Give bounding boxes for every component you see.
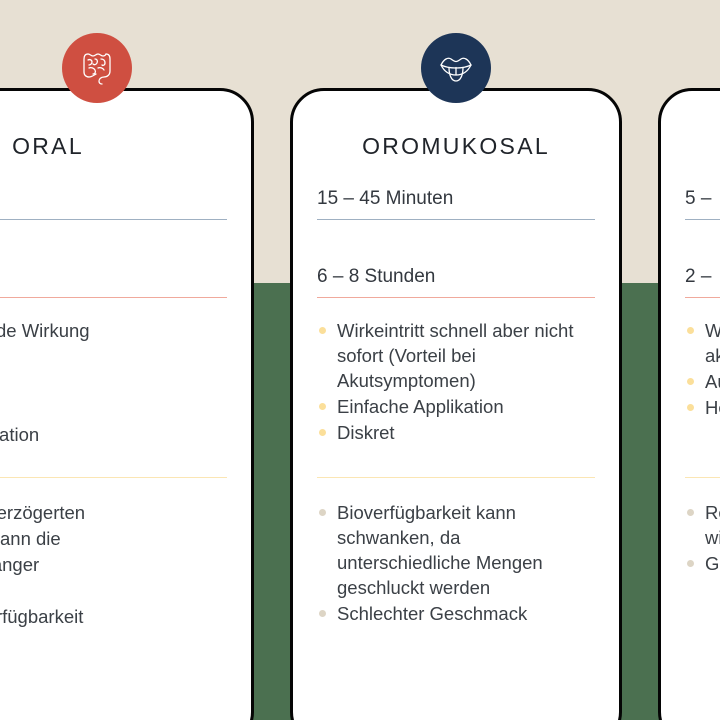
list-item: Diskret	[317, 420, 595, 445]
onset-row-nasal: 5 –	[685, 158, 720, 220]
list-item: iedrige Bioverfügbarkeit	[0, 604, 227, 629]
duration-row-nasal: 2 –	[685, 220, 720, 298]
list-item: Auch bei Dysphagie	[685, 369, 720, 394]
pros-row-oromukosal: Wirkeintritt schnell aber nicht sofort (…	[317, 298, 595, 478]
duration-row-oromukosal: 6 – 8 Stunden	[317, 220, 595, 298]
badge-oromukosal	[421, 33, 491, 103]
onset-row-oral: -180 Minuten	[0, 158, 227, 220]
list-item: nfache Applikation	[0, 422, 227, 447]
list-item: Wirkeintritt sehr schnell (Vorteil bei a…	[685, 318, 720, 368]
duration-row-oral: 8 Stunden	[0, 220, 227, 298]
list-item: Bioverfügbarkeit kann schwanken, da unte…	[317, 500, 595, 600]
list-item: auern	[0, 578, 227, 603]
list-item: ang anhaltende Wirkung	[0, 318, 227, 343]
list-item: Reizung der Nasenschleimhaut bei wiederh…	[685, 500, 720, 550]
list-item: ymptomatik)	[0, 396, 227, 421]
pros-row-nasal: Wirkeintritt sehr schnell (Vorteil bei a…	[685, 298, 720, 478]
list-item: osisfindung länger	[0, 552, 227, 577]
list-item: auerhafter	[0, 370, 227, 395]
cons-row-oromukosal: Bioverfügbarkeit kann schwanken, da unte…	[317, 478, 595, 626]
pros-row-oral: ang anhaltende Wirkung bevorzugt bei aue…	[0, 298, 227, 478]
list-item: Wirkeintritt schnell aber nicht sofort (…	[317, 318, 595, 393]
list-item: iskret	[0, 448, 227, 473]
onset-value-oromukosal: 15 – 45 Minuten	[317, 188, 454, 209]
list-item: Hohe Bioverfügbarkeit	[685, 395, 720, 420]
tongue-mouth-icon	[440, 57, 472, 82]
route-card-oromukosal[interactable]: OROMUKOSAL 15 – 45 Minuten 6 – 8 Stunden…	[290, 88, 622, 720]
card-title-nasal: NASAL	[685, 135, 720, 158]
duration-value-nasal: 2 –	[685, 266, 712, 287]
cons-list-nasal: Reizung der Nasenschleimhaut bei wiederh…	[685, 500, 720, 576]
list-item: bevorzugt bei	[0, 344, 227, 369]
cons-row-nasal: Reizung der Nasenschleimhaut bei wiederh…	[685, 478, 720, 576]
pros-list-nasal: Wirkeintritt sehr schnell (Vorteil bei a…	[685, 318, 720, 420]
route-card-nasal[interactable]: NASAL 5 – 2 – Wirkeintritt sehr schnell …	[658, 88, 720, 720]
list-item: Einfache Applikation	[317, 394, 595, 419]
onset-row-oromukosal: 15 – 45 Minuten	[317, 158, 595, 220]
pros-list-oral: ang anhaltende Wirkung bevorzugt bei aue…	[0, 318, 227, 473]
route-card-oral[interactable]: ORAL -180 Minuten 8 Stunden ang anhalten…	[0, 88, 254, 720]
badge-oral	[62, 33, 132, 103]
intestine-icon	[83, 53, 111, 85]
pros-list-oromukosal: Wirkeintritt schnell aber nicht sofort (…	[317, 318, 595, 445]
card-title-oral: ORAL	[12, 133, 84, 159]
list-item: Geringe Wirkstoffmenge pro Sprühstoß	[685, 551, 720, 576]
card-title-oromukosal: OROMUKOSAL	[362, 133, 550, 159]
list-item: Wegen des verzögerten	[0, 500, 227, 525]
duration-value-oromukosal: 6 – 8 Stunden	[317, 266, 436, 287]
onset-value-nasal: 5 –	[685, 188, 712, 209]
cons-list-oromukosal: Bioverfügbarkeit kann schwanken, da unte…	[317, 500, 595, 626]
list-item: Schlechter Geschmack	[317, 601, 595, 626]
